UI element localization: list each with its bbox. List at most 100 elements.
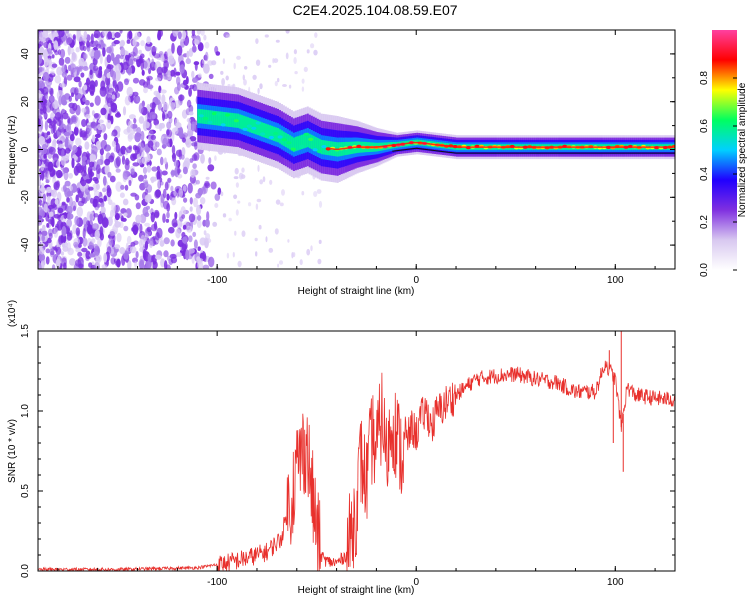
spectrogram-ridge-band [286,134,289,149]
spectrogram-noise-blob [191,154,198,162]
spectrogram-noise-blob [100,80,106,90]
spectrogram-ridge-cell [211,112,217,116]
spectrogram-noise-blob [115,112,121,118]
spectrogram-noise-blob [127,133,133,142]
spectrogram-noise-blob [114,70,121,82]
colorbar-tick-label: 0.4 [699,167,710,181]
spectrogram-ridge-cell [224,113,231,117]
spectrogram-noise-blob [170,102,175,112]
spectrogram-noise-blob [87,128,92,137]
spectrogram-noise-blob [93,190,100,198]
spectrogram-noise-blob [41,260,46,266]
spectrogram-noise-blob [132,46,138,57]
spectrogram-noise-blob [285,30,290,34]
spectrogram-noise-blob [153,118,159,126]
spectrogram-ridge-cell [207,120,213,124]
spectrogram-noise-blob [125,54,129,61]
spectrogram-ridge-cell [220,123,226,127]
spectrogram-noise-blob [243,79,247,86]
spectrogram-noise-blob [93,49,101,60]
spectrogram-noise-blob [203,254,207,263]
spectrogram-noise-blob [62,112,69,120]
spectrogram-noise-blob [54,50,59,56]
spectrogram-noise-blob [91,238,96,244]
spectrogram-panel: -100 0 100 -40 -20 0 20 40 Height of straight … [7,29,676,297]
spectrogram-noise-blob [99,148,104,156]
spectrogram-noise-blob [177,239,184,247]
spectrogram-noise-blob [204,41,210,49]
spectrogram-noise-blob [91,223,99,231]
spectrogram-noise-blob [175,228,181,239]
spectrogram-noise-blob [265,236,268,243]
spectrogram-noise-blob [156,148,162,156]
spectrogram-noise-blob [164,181,169,191]
spectrogram-noise-blob [88,186,94,191]
spectrogram-noise-blob [233,194,238,200]
spectrogram-noise-blob [68,95,73,102]
spectrogram-noise-blob [187,182,193,194]
spectrogram-noise-blob [162,102,170,111]
spectrogram-noise-blob [182,166,188,175]
spectrogram-noise-blob [119,247,126,255]
spectrogram-noise-blob [156,165,161,172]
spectrogram-noise-blob [61,149,65,158]
spectrogram-noise-blob [199,249,204,253]
spectrogram-noise-blob [73,126,79,136]
spectrogram-noise-blob [84,141,90,150]
spectrogram-noise-blob [186,225,193,233]
spectrogram-noise-blob [90,91,95,96]
spectrogram-noise-blob [181,147,186,157]
spectrogram-ridge-cell [299,144,305,149]
spectrogram-noise-blob [43,173,49,180]
spectrogram-noise-blob [39,247,45,255]
spectrogram-noise-blob [185,249,190,261]
spectrogram-noise-blob [89,102,94,108]
spectrogram-noise-blob [109,175,116,183]
spectrogram-noise-blob [136,151,140,163]
spectrogram-noise-blob [134,132,141,143]
spectrogram-noise-blob [234,167,239,175]
spectrogram-noise-blob [100,139,108,150]
spectrogram-noise-blob [301,86,305,92]
spectrogram-noise-blob [185,138,192,148]
spectrogram-ridge-cell [277,135,283,139]
spectrogram-noise-blob [168,57,175,65]
spectrogram-ridge-cell [321,145,327,149]
spectrogram-ridge-band [253,119,256,134]
spectrogram-noise-blob [112,79,118,89]
spectrogram-noise-blob [252,74,257,80]
spectrogram-noise-blob [306,248,311,256]
spectrogram-noise-blob [43,203,48,213]
spectrogram-noise-blob [240,174,246,179]
spectrogram-noise-blob [51,189,58,198]
spectrogram-noise-blob [273,58,279,63]
spectrogram-x-tick-label: -100 [207,275,227,286]
spectrogram-noise-blob [119,55,124,60]
spectrogram-noise-blob [97,237,102,248]
spectrogram-noise-blob [74,215,80,226]
spectrogram-noise-blob [49,211,54,217]
spectrogram-noise-blob [180,37,185,42]
spectrogram-ridge-cell [216,112,222,116]
spectrogram-noise-blob [214,193,221,201]
spectrogram-noise-blob [114,32,121,38]
spectrogram-noise-blob [268,247,274,253]
spectrogram-noise-blob [192,231,197,237]
spectrogram-noise-blob [146,164,152,173]
spectrogram-ridge-cell [203,116,209,121]
spectrogram-ridge-band [227,112,230,127]
spectrogram-noise-blob [78,80,82,88]
spectrogram-noise-blob [115,63,122,74]
spectrogram-ridge-band [207,110,210,125]
spectrogram-noise-blob [82,237,88,247]
spectrogram-noise-blob [77,243,82,248]
spectrogram-noise-blob [170,169,175,178]
snr-frame [37,330,676,572]
spectrogram-noise-blob [257,87,260,95]
colorbar-tick-label: 0.6 [699,119,710,133]
spectrogram-noise-blob [47,73,54,83]
spectrogram-noise-blob [259,179,264,185]
spectrogram-ridge-cell [264,130,270,134]
spectrogram-noise-blob [143,87,148,94]
spectrogram-noise-blob [51,54,55,59]
